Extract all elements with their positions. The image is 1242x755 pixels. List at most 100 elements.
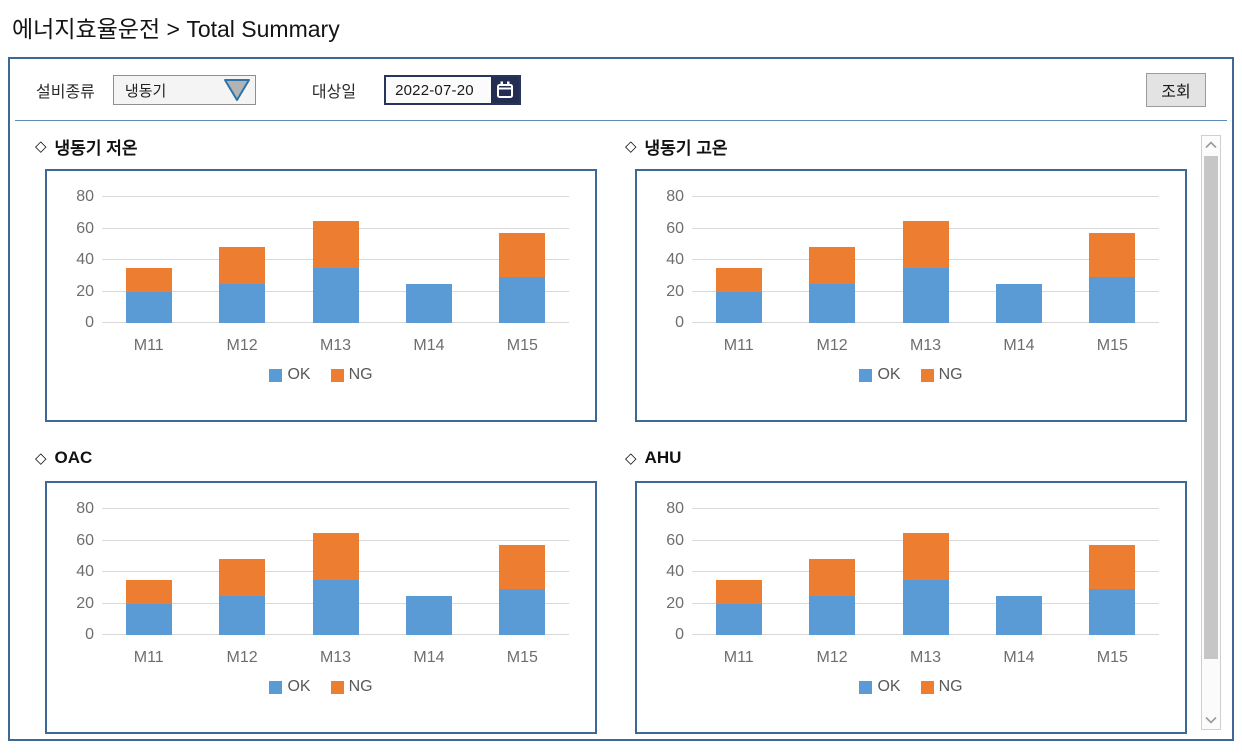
- scrollbar-thumb[interactable]: [1204, 156, 1218, 659]
- chart-legend: OK NG: [47, 366, 595, 384]
- bar-segment-ng: [219, 559, 266, 596]
- x-axis-tick-label: M14: [1003, 649, 1035, 666]
- bar-segment-ng: [902, 220, 949, 268]
- x-axis-tick-label: M11: [133, 649, 164, 666]
- y-axis-tick-label: 60: [76, 531, 94, 549]
- x-axis-tick-label: M12: [816, 337, 848, 354]
- bar-M13: [902, 220, 949, 323]
- bar-segment-ok: [405, 595, 452, 635]
- bar-segment-ok: [902, 579, 949, 635]
- plot-area: 0 20 40 60 80: [666, 188, 1159, 331]
- chart-section-3: ◇ OAC 0 20 40 60 80 M11 M12 M13 M14 M15 OK NG: [35, 446, 609, 734]
- bar-segment-ok: [219, 595, 266, 635]
- x-axis-tick-label: M15: [1096, 649, 1128, 666]
- scroll-up-button[interactable]: [1202, 136, 1220, 154]
- legend-label: OK: [287, 678, 311, 695]
- x-axis-tick-label: M11: [723, 337, 754, 354]
- diamond-icon: ◇: [35, 138, 47, 155]
- bar-segment-ng: [125, 267, 172, 292]
- chart-section-1: ◇ 냉동기 저온 0 20 40 60 80 M11 M12 M13 M14 M15 OK NG: [35, 134, 609, 422]
- chart-panel: 0 20 40 60 80 M11 M12 M13 M14 M15 OK NG: [635, 481, 1187, 734]
- y-axis-tick-label: 60: [76, 219, 94, 237]
- bar-segment-ok: [499, 277, 546, 323]
- plot-area: 0 20 40 60 80: [76, 500, 569, 643]
- legend-swatch-icon: [920, 368, 934, 382]
- bar-M13: [902, 532, 949, 635]
- chart-legend: OK NG: [637, 678, 1185, 696]
- target-date-value: 2022-07-20: [395, 81, 474, 99]
- dropdown-arrow-icon: [223, 79, 250, 101]
- target-date-field[interactable]: 2022-07-20: [384, 75, 522, 105]
- x-axis-tick-label: M14: [1003, 337, 1035, 354]
- bar-segment-ok: [715, 603, 762, 635]
- chevron-up-icon: [1205, 141, 1217, 149]
- y-axis-tick-label: 40: [666, 251, 684, 268]
- gridline: [692, 196, 1159, 197]
- x-axis-labels: M11 M12 M13 M14 M15: [692, 323, 1159, 355]
- legend-item-ok: OK: [269, 678, 311, 696]
- bar-segment-ng: [809, 247, 856, 284]
- y-axis-tick-label: 20: [666, 594, 684, 612]
- chart-section-4: ◇ AHU 0 20 40 60 80 M11 M12 M13 M14 M15 OK NG: [625, 446, 1199, 734]
- bar-segment-ok: [125, 291, 172, 323]
- bar-segment-ok: [125, 603, 172, 635]
- legend-label: NG: [348, 366, 373, 383]
- chart-legend: OK NG: [637, 366, 1185, 384]
- y-axis-tick-label: 0: [85, 314, 94, 331]
- bar-segment-ok: [995, 283, 1042, 323]
- bar-M14: [405, 283, 452, 323]
- chart-title-text: 냉동기 고온: [644, 138, 728, 158]
- legend-swatch-icon: [269, 680, 283, 694]
- chevron-down-icon: [1205, 716, 1217, 724]
- bar-segment-ng: [219, 247, 266, 284]
- bar-segment-ng: [715, 579, 762, 604]
- target-date-label: 대상일: [311, 84, 357, 101]
- calendar-button[interactable]: [491, 77, 520, 103]
- y-axis-tick-label: 20: [76, 282, 94, 300]
- x-axis-tick-label: M14: [413, 649, 445, 666]
- equipment-type-dropdown[interactable]: 냉동기: [112, 75, 256, 105]
- bar-segment-ok: [219, 283, 266, 323]
- chart-panel: 0 20 40 60 80 M11 M12 M13 M14 M15 OK NG: [45, 169, 597, 422]
- legend-item-ok: OK: [269, 366, 311, 384]
- y-axis-tick-label: 40: [76, 251, 94, 268]
- y-axis-tick-label: 80: [76, 188, 94, 205]
- scroll-down-button[interactable]: [1202, 711, 1220, 729]
- x-axis-tick-label: M14: [413, 337, 445, 354]
- x-axis-tick-label: M15: [506, 337, 538, 354]
- x-axis-tick-label: M11: [723, 649, 754, 666]
- legend-item-ng: NG: [920, 678, 963, 696]
- bar-segment-ng: [809, 559, 856, 596]
- plot-area: 0 20 40 60 80: [666, 500, 1159, 643]
- y-axis-tick-label: 0: [675, 314, 684, 331]
- legend-item-ng: NG: [330, 678, 373, 696]
- y-axis-tick-label: 80: [666, 188, 684, 205]
- y-axis-tick-label: 0: [675, 626, 684, 643]
- equipment-type-value: 냉동기: [124, 82, 167, 100]
- bar-segment-ok: [902, 267, 949, 323]
- bar-segment-ng: [902, 532, 949, 580]
- chart-title: ◇ 냉동기 고온: [625, 134, 1199, 158]
- legend-swatch-icon: [859, 368, 873, 382]
- diamond-icon: ◇: [625, 138, 637, 155]
- bar-M15: [499, 545, 546, 635]
- search-button[interactable]: 조회: [1146, 73, 1206, 107]
- legend-item-ng: NG: [330, 366, 373, 384]
- bar-M13: [312, 532, 359, 635]
- y-axis-tick-label: 60: [666, 531, 684, 549]
- equipment-type-label: 설비종류: [36, 84, 95, 101]
- main-panel: 설비종류 냉동기 대상일 2022-07-20 조회 ◇ 냉동기 저온 0 20 40 6…: [8, 57, 1234, 741]
- toolbar: 설비종류 냉동기 대상일 2022-07-20 조회: [10, 59, 1232, 121]
- bar-segment-ok: [312, 579, 359, 635]
- x-axis-tick-label: M12: [226, 649, 258, 666]
- bar-M12: [219, 559, 266, 635]
- legend-item-ng: NG: [920, 366, 963, 384]
- chart-section-2: ◇ 냉동기 고온 0 20 40 60 80 M11 M12 M13 M14 M15 OK NG: [625, 134, 1199, 422]
- legend-label: NG: [348, 678, 373, 695]
- x-axis-labels: M11 M12 M13 M14 M15: [102, 635, 569, 667]
- vertical-scrollbar[interactable]: [1201, 135, 1221, 730]
- page-title: 에너지효율운전 > Total Summary: [12, 16, 340, 42]
- chart-title: ◇ AHU: [625, 446, 1199, 470]
- bar-M11: [715, 579, 762, 635]
- chart-title: ◇ 냉동기 저온: [35, 134, 609, 158]
